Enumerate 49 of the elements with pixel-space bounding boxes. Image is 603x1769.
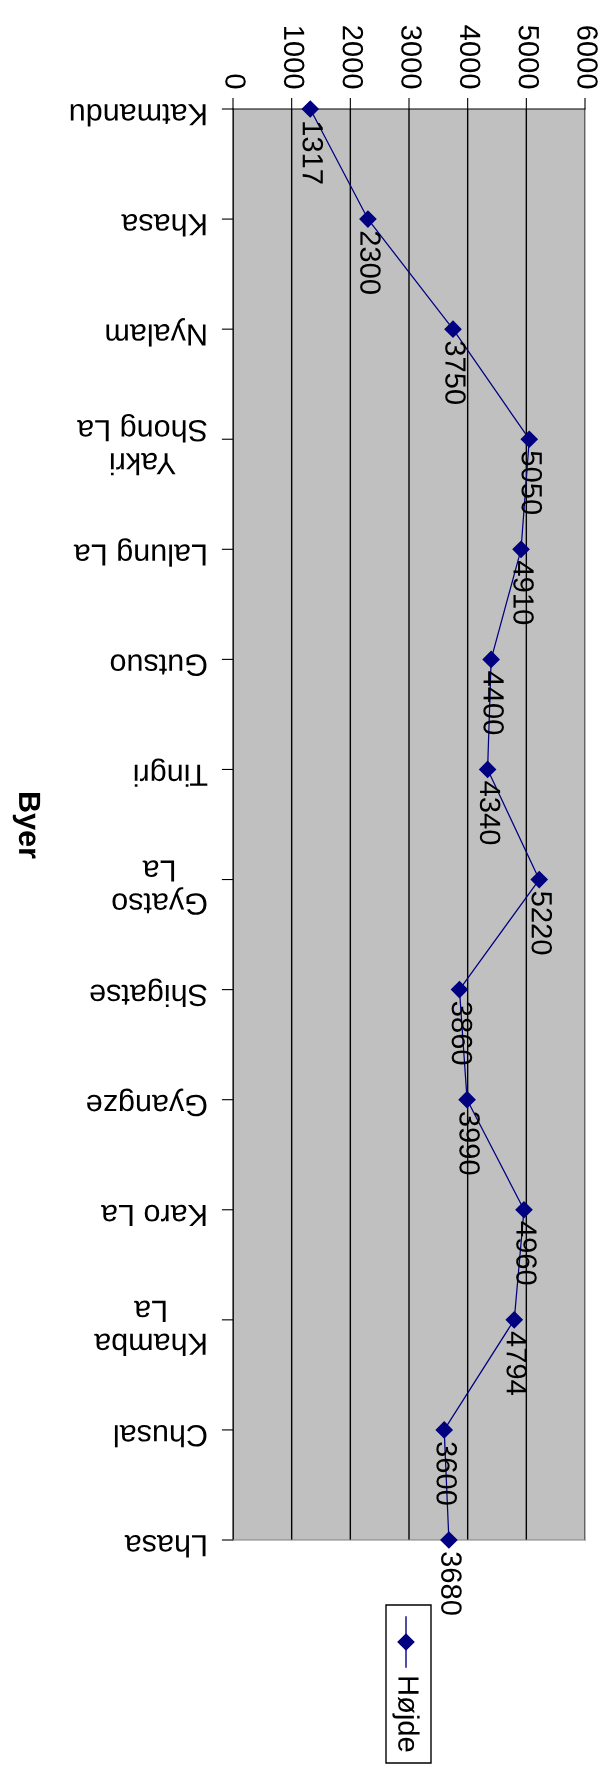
- y-tick-label: Tingri: [134, 758, 208, 787]
- data-label: 3680: [441, 1552, 462, 1615]
- data-label: 3750: [445, 341, 466, 405]
- point: [444, 320, 462, 338]
- data-label: 4400: [483, 671, 504, 735]
- data-label: 3600: [436, 1442, 458, 1505]
- point: [450, 981, 469, 999]
- x-tick-label: 5000: [518, 25, 540, 89]
- y-tick-label: Yakri Shong La: [77, 413, 207, 476]
- y-tick-label: Gutsuo: [110, 654, 207, 676]
- y-tick-label: Katmandu: [70, 103, 206, 127]
- point: [512, 540, 530, 558]
- data-label: 2300: [360, 231, 381, 294]
- data-label: 5220: [531, 891, 553, 955]
- y-tick-label: Gyatso La: [112, 860, 207, 915]
- point: [482, 650, 500, 668]
- point: [515, 1201, 533, 1219]
- point: [530, 870, 548, 889]
- data-label: 5050: [521, 451, 543, 515]
- y-tick-label: Khamba La: [94, 1300, 206, 1356]
- y-tick-label: Shigatse: [90, 978, 207, 1008]
- y-tick-label: Gyangze: [87, 1088, 207, 1117]
- y-axis-title: Byer: [12, 793, 41, 859]
- data-label: 1317: [302, 122, 324, 184]
- point: [440, 1531, 458, 1549]
- y-tick-label: Lhasa: [124, 1534, 206, 1558]
- x-tick-label: 4000: [459, 25, 481, 89]
- data-label: 4960: [516, 1221, 537, 1285]
- x-tick-label: 1000: [283, 26, 305, 89]
- point: [301, 100, 319, 118]
- point: [458, 1091, 476, 1109]
- data-label: 3860: [451, 1001, 473, 1065]
- y-tick-label: Chusal: [114, 1424, 207, 1448]
- x-tick-label: 3000: [401, 25, 422, 89]
- data-label: 4340: [479, 781, 501, 845]
- y-tick-label: Khasa: [121, 214, 206, 237]
- legend-label: Højde: [392, 1677, 420, 1752]
- x-tick-label: 0: [225, 74, 246, 89]
- y-tick-label: Karo La: [100, 1204, 206, 1227]
- x-tick-label: 2000: [342, 26, 364, 89]
- data-label: 4910: [513, 561, 534, 625]
- point: [435, 1421, 453, 1439]
- point: [505, 1311, 523, 1329]
- point: [520, 430, 538, 448]
- y-tick-label: Nyalam: [106, 318, 206, 347]
- point: [479, 760, 497, 779]
- point: [359, 210, 377, 228]
- y-tick-label: Lalung La: [73, 538, 206, 567]
- x-tick-label: 6000: [577, 26, 598, 89]
